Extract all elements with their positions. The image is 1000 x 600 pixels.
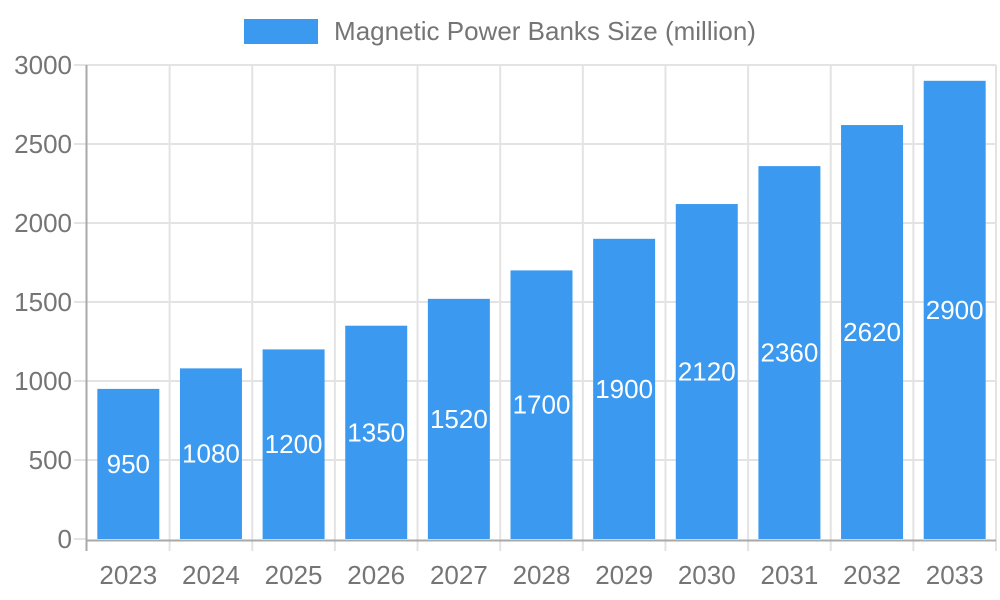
bar[interactable] — [675, 204, 738, 540]
bar-value-label: 1520 — [430, 404, 488, 434]
x-tick-label: 2031 — [760, 560, 818, 590]
y-tick-label: 2500 — [14, 129, 72, 159]
x-tick-label: 2032 — [843, 560, 901, 590]
y-tick-label: 1500 — [14, 287, 72, 317]
x-tick-label: 2033 — [926, 560, 984, 590]
bar-value-label: 1900 — [595, 374, 653, 404]
bar[interactable] — [262, 349, 325, 539]
bar-value-label: 2620 — [843, 317, 901, 347]
bar[interactable] — [923, 80, 986, 540]
bar[interactable] — [510, 270, 573, 539]
bar-value-label: 1200 — [265, 429, 323, 459]
x-tick-label: 2028 — [513, 560, 571, 590]
y-tick-label: 500 — [29, 445, 72, 475]
bar[interactable] — [593, 238, 656, 540]
x-tick-label: 2027 — [430, 560, 488, 590]
bar[interactable] — [427, 298, 490, 539]
legend-label: Magnetic Power Banks Size (million) — [334, 15, 756, 46]
bar[interactable] — [758, 166, 821, 539]
bar[interactable] — [841, 125, 904, 539]
bar[interactable] — [97, 388, 160, 539]
y-tick-label: 2000 — [14, 208, 72, 238]
y-tick-label: 1000 — [14, 366, 72, 396]
x-tick-label: 2024 — [182, 560, 240, 590]
bar[interactable] — [179, 368, 242, 539]
y-tick-label: 0 — [58, 524, 72, 554]
x-tick-label: 2023 — [99, 560, 157, 590]
legend: Magnetic Power Banks Size (million) — [0, 16, 1000, 46]
bar-value-label: 2360 — [760, 338, 818, 368]
bar-value-label: 2120 — [678, 357, 736, 387]
bar[interactable] — [345, 325, 408, 539]
bar-value-label: 2900 — [926, 295, 984, 325]
x-tick-label: 2026 — [347, 560, 405, 590]
x-tick-label: 2030 — [678, 560, 736, 590]
x-tick-label: 2025 — [265, 560, 323, 590]
legend-swatch[interactable] — [244, 18, 319, 44]
bar-value-label: 950 — [107, 449, 150, 479]
y-tick-label: 3000 — [14, 50, 72, 80]
x-tick-label: 2029 — [595, 560, 653, 590]
bar-value-label: 1080 — [182, 439, 240, 469]
bar-value-label: 1700 — [513, 390, 571, 420]
bar-value-label: 1350 — [347, 417, 405, 447]
